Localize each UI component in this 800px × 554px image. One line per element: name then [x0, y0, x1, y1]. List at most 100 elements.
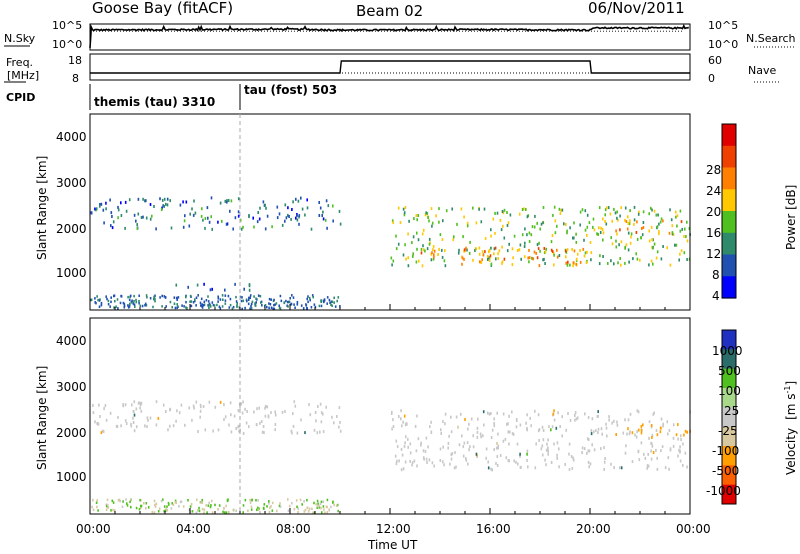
velocity-cell	[404, 441, 406, 445]
power-cell	[651, 238, 653, 242]
power-cell	[501, 245, 503, 249]
velocity-cell	[515, 460, 517, 464]
velocity-colorbar-swatch	[722, 388, 736, 408]
velocity-cell	[547, 452, 549, 456]
velocity-cell	[242, 511, 244, 514]
power-cell	[248, 283, 251, 287]
power-cell	[660, 217, 663, 221]
power-cell	[479, 260, 481, 264]
velocity-cell	[228, 510, 230, 514]
velocity-cell	[570, 455, 573, 458]
power-cell	[255, 297, 257, 300]
power-cell	[585, 261, 588, 265]
velocity-cell	[444, 422, 446, 426]
power-cell	[300, 304, 303, 307]
velocity-cell	[229, 401, 232, 405]
velocity-cell	[551, 425, 554, 429]
power-cell	[466, 221, 469, 225]
velocity-cell	[423, 457, 425, 461]
velocity-cell	[411, 463, 413, 467]
power-cell	[614, 211, 617, 215]
power-colorbar-frame	[721, 123, 737, 299]
velocity-cell	[147, 418, 149, 422]
power-cell	[592, 225, 594, 229]
velocity-cell	[135, 506, 138, 510]
power-cell	[265, 206, 267, 210]
power-cell	[556, 248, 558, 252]
power-cell	[530, 233, 533, 237]
velocity-cell	[404, 460, 407, 464]
power-cell	[114, 299, 116, 303]
power-cell	[586, 233, 588, 237]
power-cell	[629, 241, 632, 245]
power-cell	[462, 235, 464, 239]
power-cell	[90, 211, 93, 215]
velocity-cell	[467, 427, 469, 431]
velocity-cell	[92, 498, 94, 502]
power-cell	[573, 221, 575, 225]
velocity-cell	[547, 446, 549, 450]
power-cell	[192, 213, 195, 217]
power-cell	[391, 219, 394, 223]
power-cell	[566, 231, 568, 235]
velocity-cell	[319, 502, 322, 506]
velocity-cell	[294, 404, 297, 408]
power-cell	[183, 305, 185, 308]
power-cell	[127, 304, 129, 307]
velocity-cell	[502, 412, 505, 416]
power-cell	[674, 243, 676, 247]
velocity-cell	[414, 424, 417, 428]
xaxis-label: Time UT	[367, 538, 418, 552]
power-cell	[307, 300, 309, 304]
power-cell	[185, 300, 187, 304]
power-cell	[338, 209, 341, 213]
power-cell	[655, 256, 658, 260]
power-cell	[268, 297, 271, 301]
power-cell	[571, 248, 573, 251]
power-cell	[551, 234, 554, 238]
power-cell	[625, 243, 628, 247]
power-cell	[438, 220, 440, 224]
velocity-cell	[242, 400, 244, 404]
power-cell	[598, 262, 601, 266]
velocity-cell	[288, 504, 291, 508]
velocity-cell	[430, 420, 432, 424]
power-cell	[135, 219, 137, 223]
power-cell	[465, 246, 467, 250]
power-cell	[138, 294, 140, 297]
velocity-cell	[103, 407, 105, 411]
power-cell	[528, 231, 531, 235]
power-cell	[207, 295, 209, 298]
power-cell	[273, 298, 275, 302]
nave-label: Nave	[748, 64, 776, 77]
velocity-cb-tick-100: 100	[718, 384, 741, 398]
velocity-cell	[322, 412, 324, 416]
power-cell	[431, 221, 434, 225]
velocity-cell	[270, 411, 272, 415]
xtick-0400: 04:00	[176, 522, 211, 536]
velocity-cell	[167, 428, 169, 432]
velocity-cell	[162, 403, 165, 407]
noise-right-tick-top: 10^5	[708, 19, 738, 32]
power-cell	[210, 215, 212, 219]
power-colorbar-swatch	[722, 124, 736, 147]
power-cell	[228, 306, 231, 309]
power-cell	[556, 224, 558, 228]
power-colorbar-swatch	[722, 145, 736, 169]
power-cell	[423, 248, 425, 252]
noise-sky-series	[89, 24, 689, 49]
velocity-cell	[218, 504, 221, 507]
velocity-cell	[110, 509, 112, 512]
velocity-cell	[490, 467, 492, 471]
power-cell	[287, 213, 289, 217]
power-cell	[431, 224, 433, 228]
velocity-cell	[100, 431, 103, 435]
velocity-cell	[454, 451, 456, 455]
power-cell	[295, 197, 297, 201]
power-cell	[268, 306, 270, 310]
velocity-cell	[266, 505, 268, 508]
power-cell	[266, 214, 269, 218]
power-cell	[582, 247, 585, 251]
velocity-cell	[400, 447, 403, 451]
power-cell	[518, 212, 521, 216]
